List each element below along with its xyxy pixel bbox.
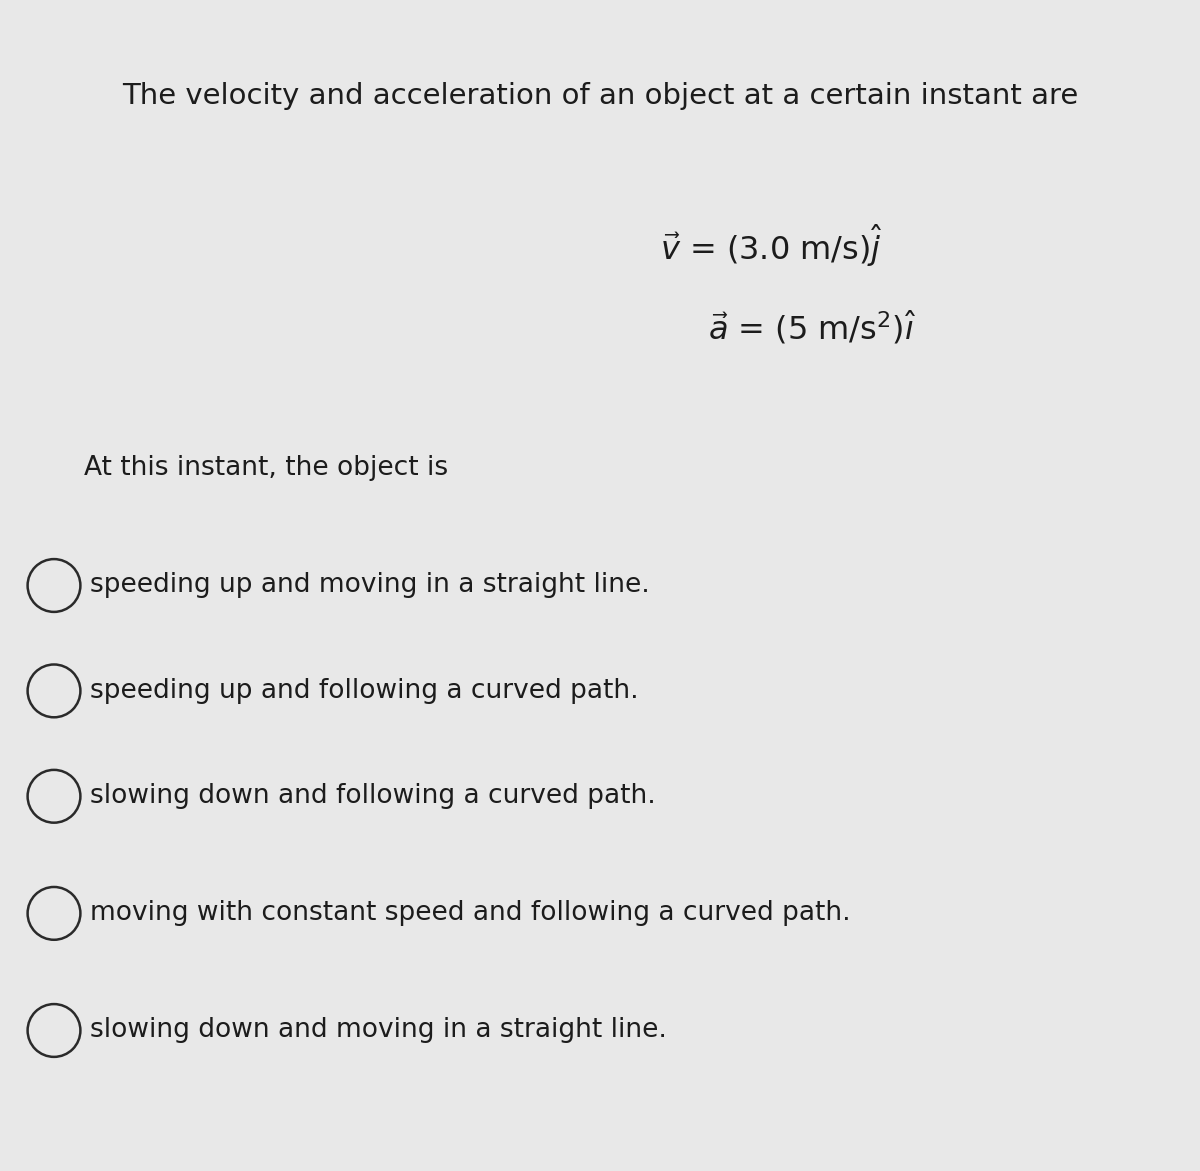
Text: $\vec{a}$ = (5 m/s$^2$)$\hat{\imath}$: $\vec{a}$ = (5 m/s$^2$)$\hat{\imath}$: [708, 309, 917, 347]
Text: moving with constant speed and following a curved path.: moving with constant speed and following…: [90, 900, 851, 926]
Text: speeding up and following a curved path.: speeding up and following a curved path.: [90, 678, 638, 704]
Text: $\vec{v}$ = (3.0 m/s)$\hat{j}$: $\vec{v}$ = (3.0 m/s)$\hat{j}$: [660, 222, 883, 269]
Text: slowing down and following a curved path.: slowing down and following a curved path…: [90, 783, 655, 809]
Text: slowing down and moving in a straight line.: slowing down and moving in a straight li…: [90, 1018, 667, 1043]
Text: speeding up and moving in a straight line.: speeding up and moving in a straight lin…: [90, 573, 649, 598]
Text: At this instant, the object is: At this instant, the object is: [84, 456, 448, 481]
Text: The velocity and acceleration of an object at a certain instant are: The velocity and acceleration of an obje…: [122, 82, 1078, 110]
